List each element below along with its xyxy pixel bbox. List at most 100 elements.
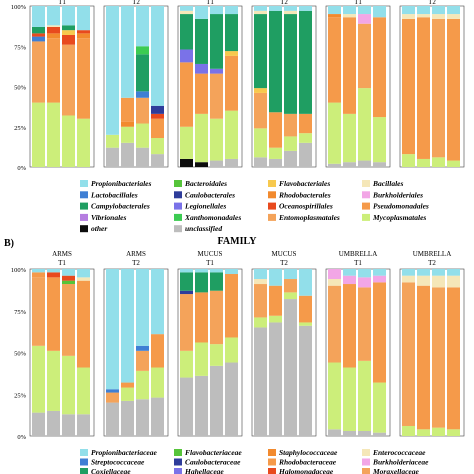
legend-swatch-oceanospirillales <box>268 202 276 210</box>
bar-segment-coxiellaceae <box>195 272 208 293</box>
bar-segment-mycoplasmataceae <box>77 367 90 415</box>
bar-segment-rhodobacterales <box>121 121 134 127</box>
bar-segment-propionibacteriales <box>402 6 415 15</box>
group-label: T1 <box>58 259 66 267</box>
bar-segment-bacillales <box>180 10 193 15</box>
panel-a-order-chart: 100% 75% 50% 25% 0% T1 T2 T1 T2 T1 T2 <box>11 0 465 172</box>
bar-segment-mycoplasmataceae <box>328 362 341 430</box>
bar-segment-mycoplasmataceae <box>210 344 223 366</box>
bar-segment-mycoplasmatales <box>77 118 90 167</box>
bar-segment-pseudomonadales <box>195 73 208 114</box>
bar-segment-bacillales <box>47 25 60 27</box>
panel-b-legend: Propionibacteriaceae Flavobacteriaceae Sta… <box>80 448 429 474</box>
bar-segment-propionibacteriaceae <box>180 269 193 273</box>
bar-segment-bacillales <box>402 14 415 19</box>
bar-segment-pseudomonadales <box>447 18 460 161</box>
bar-segment-propionibacteriales <box>32 6 45 27</box>
legend-label: Campylobacterales <box>91 202 150 211</box>
panel-b-header: B) FAMILY <box>4 236 257 249</box>
legend-swatch-legionellales <box>174 202 182 210</box>
bar-segment-propionibacteriaceae <box>106 269 119 390</box>
legend-swatch-flavobacteriales <box>268 180 276 187</box>
bar-segment-rhodobacteraceae <box>77 280 90 368</box>
legend-swatch-campylobacterales <box>80 202 88 210</box>
bar-segment-burkholderiales <box>358 14 371 24</box>
legend-label: Staphylococcaceae <box>279 448 338 457</box>
legend-label: Lactobacillales <box>90 190 138 199</box>
bar-segment-unclassified <box>47 410 60 436</box>
bar-segment-mycoplasmataceae <box>62 355 75 415</box>
bar-segment-unclassified <box>136 147 149 167</box>
bar-segment-propionibacteriales <box>106 6 119 135</box>
bar-segment-propionibacteriaceae <box>136 269 149 346</box>
bar-segment-propionibacteriaceae <box>269 269 282 286</box>
bar-segment-rhodobacteraceae <box>343 284 356 368</box>
bar-segment-unclassified <box>106 402 119 436</box>
bar-segment-propionibacteriales <box>121 6 134 98</box>
bar-segment-mycoplasmataceae <box>299 322 312 326</box>
bar-segment-propionibacteriales <box>77 6 90 31</box>
bar-segment-propionibacteriales <box>447 6 460 15</box>
bar-segment-unclassified <box>32 412 45 436</box>
bar-segment-xanthomonadales <box>136 46 149 55</box>
bar-segment-propionibacteriales <box>136 6 149 47</box>
bar-segment-flavobacteriales <box>62 30 75 35</box>
bar-segment-propionibacteriales <box>343 6 356 15</box>
bar-segment-caulobacterales <box>151 105 164 114</box>
legend-label: Caulobacteraceae <box>185 458 241 467</box>
legend-swatch-streptococcaceae <box>80 458 88 466</box>
bar-segment-mycoplasmatales <box>447 160 460 167</box>
bar-segment-burkholderiaceae <box>343 275 356 285</box>
bar-segment-mycoplasmatales <box>254 128 267 158</box>
y-tick-label: 25% <box>14 125 27 132</box>
bar-segment-propionibacteriaceae <box>32 269 45 273</box>
bar-segment-campylobacterales <box>180 14 193 50</box>
bar-segment-propionibacteriaceae <box>432 269 445 276</box>
bar-segment-enterococcaceae <box>447 275 460 288</box>
bar-segment-unclassified <box>373 432 386 436</box>
bar-segment-propionibacteriales <box>417 6 430 15</box>
bar-segment-mycoplasmatales <box>358 88 371 161</box>
bar-segment-campylobacterales <box>225 14 238 52</box>
bar-segment-rhodobacterales <box>328 14 341 18</box>
legend-label: Coxiellaceae <box>91 467 131 474</box>
legend-swatch-bacillales <box>362 180 370 187</box>
bar-segment-entomoplasmatales <box>284 113 297 137</box>
bar-segment-campylobacterales <box>136 54 149 92</box>
legend-label: Burkholderiaceae <box>372 458 429 467</box>
bar-segment-lactobacillales <box>32 36 45 42</box>
legend-swatch-unclassified <box>174 225 182 233</box>
bar-segment-mycoplasmatales <box>180 126 193 159</box>
bar-segment-propionibacteriales <box>180 6 193 11</box>
bar-segment-campylobacterales <box>32 26 45 34</box>
bar-segment-mycoplasmatales <box>417 158 430 167</box>
bar-segment-propionibacteriaceae <box>343 269 356 276</box>
group-label: T2 <box>132 259 140 267</box>
bar-segment-mycoplasmatales <box>373 117 386 163</box>
legend-label: Vibrionales <box>91 213 127 222</box>
bar-segment-mycoplasmatales <box>225 110 238 159</box>
bar-segment-rhodobacteraceae <box>299 295 312 323</box>
bar-segment-caulobacteraceae <box>180 290 193 295</box>
bar-segment-propionibacteriaceae <box>47 269 60 273</box>
bar-segment-pseudomonadales <box>299 113 312 134</box>
bar-segment-enterococcaceae <box>432 275 445 288</box>
group-label: T2 <box>280 259 288 267</box>
legend-label: Xanthomonadales <box>184 213 241 222</box>
bar-segment-moraxellaceae <box>358 287 371 361</box>
bar-segment-propionibacteriales <box>151 6 164 106</box>
group-label: UMBRELLA <box>413 250 452 258</box>
group-label: MUCUS <box>272 250 297 258</box>
bar-segment-unclassified <box>284 150 297 167</box>
bar-segment-entomoplasmatales <box>210 73 223 119</box>
bar-segment-enterococcaceae <box>417 275 430 286</box>
bar-segment-enterococcaceae <box>328 279 341 286</box>
bar-segment-rhodobacterales <box>77 33 90 39</box>
bar-segment-propionibacteriales <box>299 6 312 11</box>
bar-segment-propionibacteriaceae <box>299 269 312 296</box>
bar-segment-propionibacteriaceae <box>373 269 386 276</box>
legend-swatch-propionibacteriales <box>80 180 88 187</box>
legend-label: Propionibacteriales <box>91 179 151 188</box>
bar-segment-mycoplasmataceae <box>121 387 134 401</box>
